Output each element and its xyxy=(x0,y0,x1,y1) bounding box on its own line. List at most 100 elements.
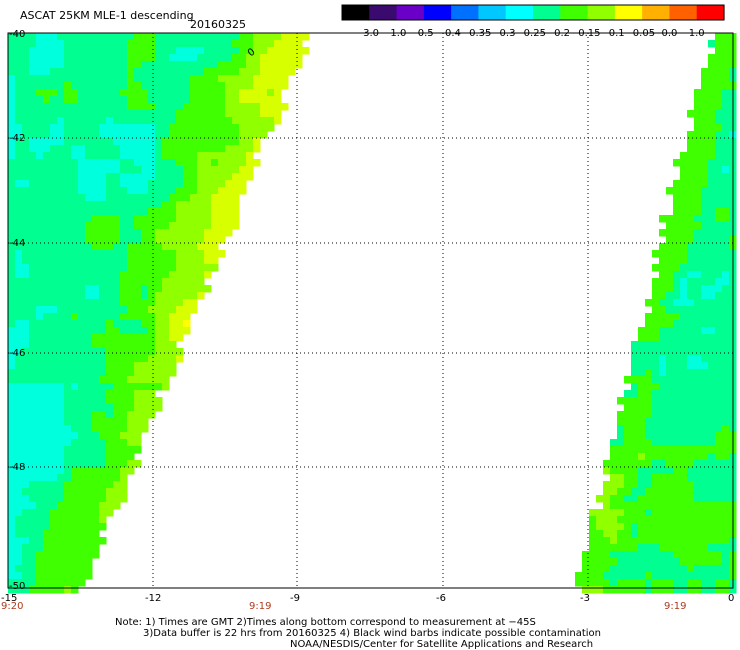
swath-cell xyxy=(43,292,51,300)
swath-cell xyxy=(673,572,681,580)
swath-cell xyxy=(78,201,86,209)
swath-cell xyxy=(15,313,23,321)
swath-cell xyxy=(232,180,240,188)
swath-cell xyxy=(120,222,128,230)
swath-cell xyxy=(673,383,681,391)
swath-cell xyxy=(680,320,688,328)
swath-cell xyxy=(694,334,702,342)
swath-cell xyxy=(50,61,58,69)
swath-cell xyxy=(8,61,16,69)
swath-cell xyxy=(190,243,198,251)
swath-cell xyxy=(120,47,128,55)
swath-cell xyxy=(652,467,660,475)
swath-cell xyxy=(687,544,695,552)
swath-cell xyxy=(99,369,107,377)
note-line-2: 3)Data buffer is 22 hrs from 20160325 4)… xyxy=(143,628,601,639)
swath-cell xyxy=(85,544,93,552)
swath-cell xyxy=(36,467,44,475)
swath-cell xyxy=(204,40,212,48)
swath-cell xyxy=(708,215,716,223)
swath-cell xyxy=(8,460,16,468)
swath-cell xyxy=(225,40,233,48)
swath-cell xyxy=(29,453,37,461)
swath-cell xyxy=(204,54,212,62)
swath-cell xyxy=(50,166,58,174)
swath-cell xyxy=(722,565,730,573)
swath-cell xyxy=(78,229,86,237)
swath-cell xyxy=(253,75,261,83)
colorbar-segment xyxy=(614,5,643,20)
swath-cell xyxy=(596,558,604,566)
swath-cell xyxy=(120,271,128,279)
swath-cell xyxy=(281,68,289,76)
swath-cell xyxy=(680,278,688,286)
swath-cell xyxy=(15,481,23,489)
swath-cell xyxy=(687,152,695,160)
swath-cell xyxy=(99,278,107,286)
swath-cell xyxy=(680,397,688,405)
swath-cell xyxy=(71,40,79,48)
swath-cell xyxy=(78,544,86,552)
swath-cell xyxy=(120,460,128,468)
swath-cell xyxy=(715,481,723,489)
swath-cell xyxy=(722,390,730,398)
swath-cell xyxy=(99,523,107,531)
swath-cell xyxy=(610,565,618,573)
swath-cell xyxy=(113,411,121,419)
swath-cell xyxy=(8,54,16,62)
swath-cell xyxy=(15,264,23,272)
swath-cell xyxy=(22,33,30,41)
swath-cell xyxy=(22,285,30,293)
swath-cell xyxy=(113,236,121,244)
swath-cell xyxy=(92,138,100,146)
swath-cell xyxy=(8,187,16,195)
swath-cell xyxy=(666,278,674,286)
swath-cell xyxy=(218,89,226,97)
swath-cell xyxy=(127,446,135,454)
swath-cell xyxy=(43,481,51,489)
swath-cell xyxy=(701,201,709,209)
swath-cell xyxy=(29,33,37,41)
swath-cell xyxy=(673,306,681,314)
swath-cell xyxy=(197,47,205,55)
swath-cell xyxy=(218,180,226,188)
swath-cell xyxy=(610,544,618,552)
swath-cell xyxy=(141,355,149,363)
swath-cell xyxy=(169,75,177,83)
swath-cell xyxy=(71,502,79,510)
swath-cell xyxy=(722,537,730,545)
swath-cell xyxy=(239,40,247,48)
swath-cell xyxy=(57,159,65,167)
swath-cell xyxy=(715,586,723,594)
swath-cell xyxy=(687,138,695,146)
swath-cell xyxy=(36,47,44,55)
swath-cell xyxy=(603,460,611,468)
swath-cell xyxy=(666,362,674,370)
swath-cell xyxy=(8,110,16,118)
swath-cell xyxy=(631,537,639,545)
swath-cell xyxy=(57,334,65,342)
swath-cell xyxy=(617,481,625,489)
swath-cell xyxy=(29,306,37,314)
swath-cell xyxy=(57,495,65,503)
swath-cell xyxy=(141,222,149,230)
swath-cell xyxy=(78,306,86,314)
swath-cell xyxy=(113,369,121,377)
swath-cell xyxy=(666,320,674,328)
swath-cell xyxy=(190,131,198,139)
swath-cell xyxy=(197,68,205,76)
swath-cell xyxy=(71,82,79,90)
swath-cell xyxy=(729,586,737,594)
swath-cell xyxy=(708,208,716,216)
swath-cell xyxy=(162,278,170,286)
swath-cell xyxy=(694,474,702,482)
swath-cell xyxy=(134,411,142,419)
swath-cell xyxy=(610,488,618,496)
swath-cell xyxy=(120,152,128,160)
swath-cell xyxy=(169,299,177,307)
swath-cell xyxy=(232,131,240,139)
swath-cell xyxy=(267,54,275,62)
swath-cell xyxy=(36,362,44,370)
swath-cell xyxy=(36,397,44,405)
swath-cell xyxy=(666,327,674,335)
